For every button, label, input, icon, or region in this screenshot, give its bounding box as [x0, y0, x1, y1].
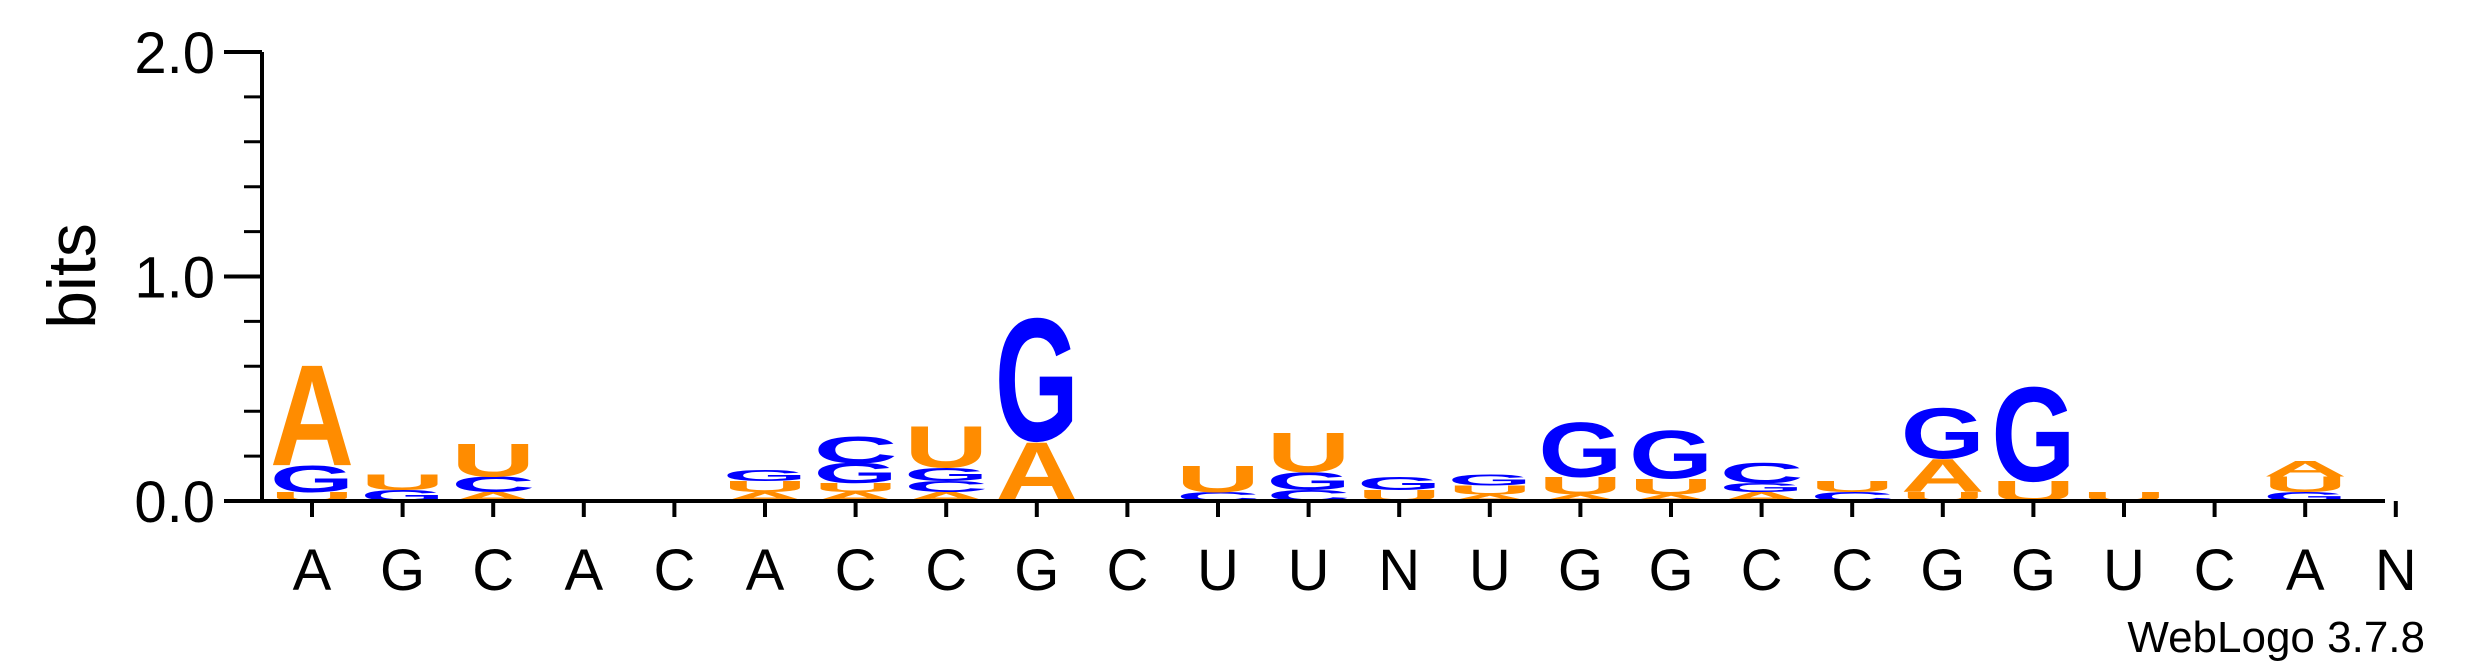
x-tick-label: A — [564, 538, 603, 603]
x-tick-label: C — [1831, 538, 1873, 603]
logo-letter-G: G — [995, 283, 1079, 478]
logo-letter-A: A — [270, 336, 354, 496]
x-tick-label: G — [1014, 538, 1059, 603]
logo-letter-G: G — [1357, 473, 1441, 494]
x-tick-label: C — [925, 538, 967, 603]
y-axis-ticks: 0.0 1.0 2.0 — [134, 21, 262, 535]
logo-letter-U: U — [451, 434, 535, 487]
y-tick-label: 0.0 — [134, 470, 215, 535]
x-tick-label: U — [1288, 538, 1330, 603]
x-tick-label: U — [1197, 538, 1239, 603]
y-tick-label: 1.0 — [134, 246, 215, 311]
logo-letter-G: G — [1448, 471, 1532, 489]
x-tick-label: C — [472, 538, 514, 603]
logo-letter-C: C — [814, 429, 898, 471]
x-tick-label: N — [1378, 538, 1420, 603]
logo-letter-G: G — [1991, 360, 2075, 510]
logo-letter-G: G — [1629, 417, 1713, 494]
weblogo-credit: WebLogo 3.7.8 — [2127, 613, 2425, 662]
x-tick-label: C — [835, 538, 877, 603]
x-tick-label: C — [1741, 538, 1783, 603]
x-tick-label: G — [1558, 538, 1603, 603]
logo-letter-A: A — [2263, 457, 2347, 482]
x-tick-label: A — [746, 538, 785, 603]
logo-letter-C: C — [1720, 457, 1804, 489]
x-tick-label: G — [2011, 538, 2056, 603]
logo-letter-U: U — [1267, 422, 1351, 485]
y-axis-label: bits — [34, 223, 110, 329]
logo-letter-U: U — [361, 470, 445, 495]
x-tick-label: U — [1469, 538, 1511, 603]
x-tick-label: G — [380, 538, 425, 603]
x-tick-label: U — [2103, 538, 2145, 603]
x-tick-label: A — [293, 538, 332, 603]
x-tick-label: G — [1648, 538, 1693, 603]
x-tick-label: C — [2194, 538, 2236, 603]
logo-letter-G: G — [1901, 394, 1985, 474]
logo-letter-G: G — [723, 467, 807, 485]
x-tick-label: G — [1920, 538, 1965, 603]
logo-letter-U: U — [1810, 478, 1894, 496]
y-tick-label: 2.0 — [134, 21, 215, 86]
x-tick-label: C — [1106, 538, 1148, 603]
logo-letter-U: U — [904, 414, 988, 481]
x-tick-label: N — [2375, 538, 2417, 603]
logo-letter-U: U — [1176, 459, 1260, 501]
logo-letter-G: G — [1538, 407, 1622, 494]
x-tick-label: C — [653, 538, 695, 603]
x-tick-label: A — [2286, 538, 2325, 603]
